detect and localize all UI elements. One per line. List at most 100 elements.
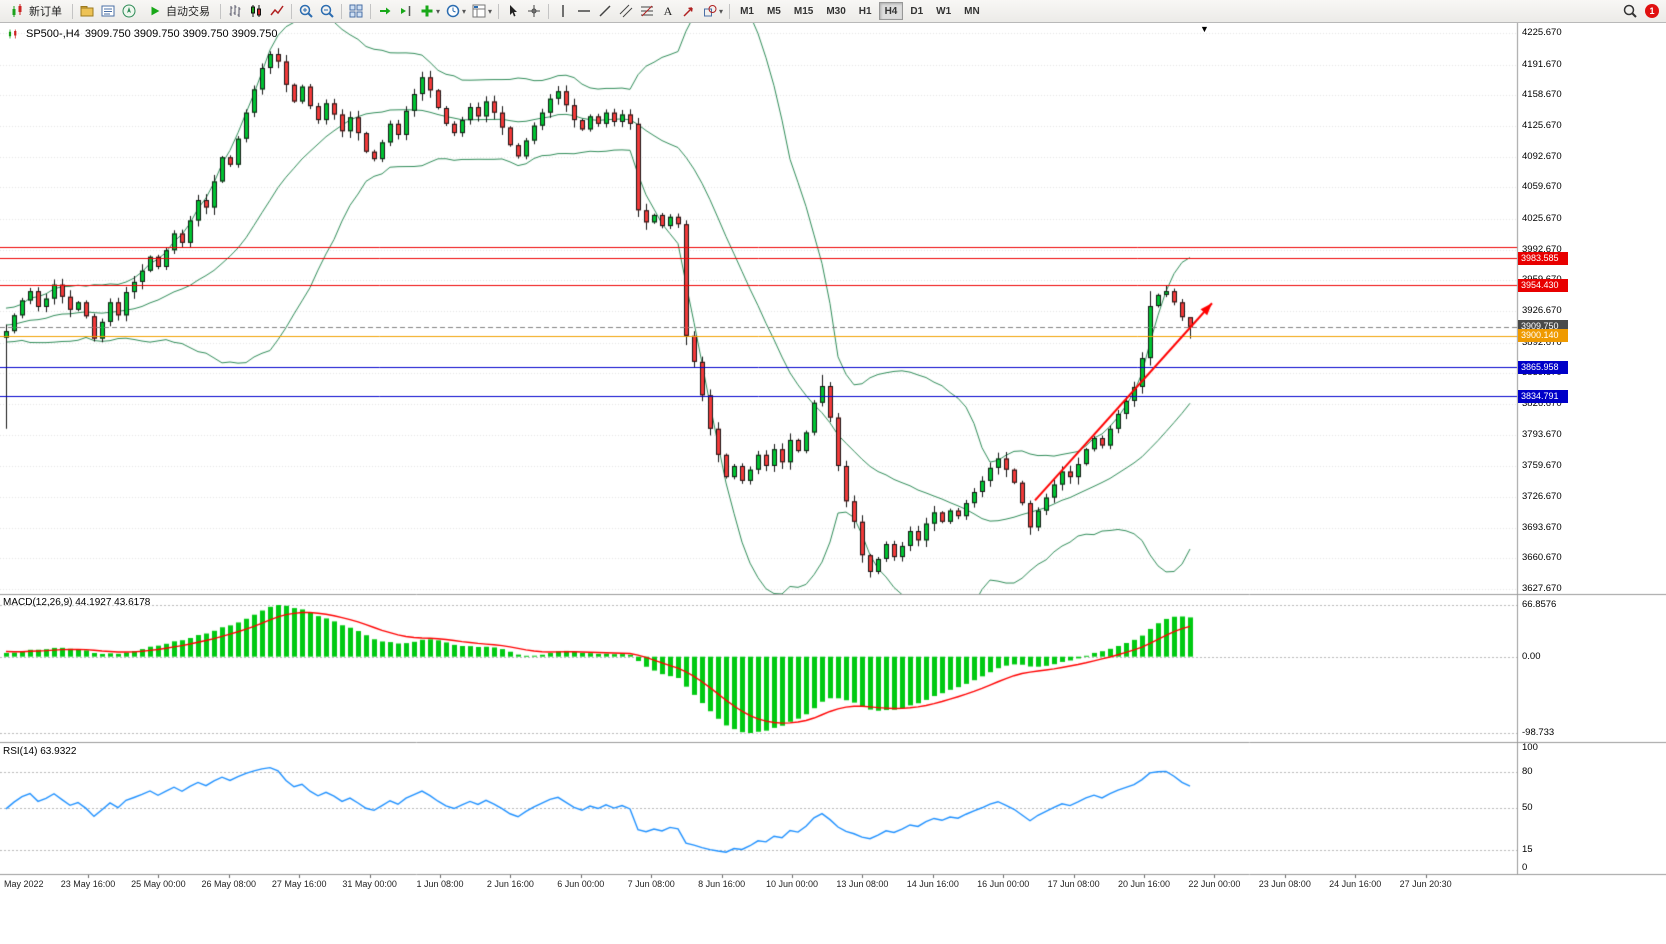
timeframe-m1[interactable]: M1	[734, 2, 760, 20]
fibonacci-icon[interactable]	[637, 2, 657, 21]
time-axis-label: 25 May 00:00	[131, 879, 186, 889]
time-axis-label: 31 May 00:00	[342, 879, 397, 889]
rsi-axis-tick: 50	[1522, 802, 1533, 813]
zoom-in-icon[interactable]	[296, 2, 316, 21]
arrow-tool-icon[interactable]	[679, 2, 699, 21]
toolbar-separator	[370, 3, 371, 19]
time-axis-label: 24 Jun 16:00	[1329, 879, 1382, 889]
time-axis-label: 10 Jun 00:00	[765, 879, 819, 889]
trendline-icon[interactable]	[595, 2, 615, 21]
autotrading-button[interactable]: 自动交易	[140, 2, 216, 21]
navigator-icon[interactable]	[119, 2, 139, 21]
search-icon[interactable]	[1620, 2, 1640, 21]
dropdown-arrow-icon[interactable]: ▾	[488, 6, 493, 16]
chart-shift-icon[interactable]	[396, 2, 416, 21]
price-line-badge[interactable]: 3983.585	[1518, 251, 1568, 265]
time-axis-label: 16 Jun 00:00	[977, 879, 1030, 889]
toolbar-separator	[72, 3, 73, 19]
price-axis-tick: 4025.670	[1522, 212, 1562, 224]
timeframe-m15[interactable]: M15	[788, 2, 819, 20]
price-line-badge[interactable]: 3865.958	[1518, 360, 1568, 374]
autotrading-button-label: 自动交易	[166, 6, 210, 18]
zoom-out-icon[interactable]	[317, 2, 337, 21]
macd-axis-tick: 0.00	[1522, 650, 1541, 662]
time-axis-label: 17 Jun 08:00	[1047, 879, 1100, 889]
horizontal-line-icon[interactable]	[574, 2, 594, 21]
crosshair-icon[interactable]	[524, 2, 544, 21]
text-icon[interactable]: A	[658, 2, 678, 21]
notification-badge[interactable]: 1	[1645, 4, 1659, 18]
vertical-line-icon[interactable]	[553, 2, 573, 21]
price-axis-tick: 4092.670	[1522, 150, 1562, 162]
time-axis-label: 22 Jun 00:00	[1188, 879, 1241, 889]
price-axis-tick: 3627.670	[1522, 583, 1562, 594]
price-line-badge[interactable]: 3834.791	[1518, 389, 1568, 403]
market-watch-icon[interactable]	[98, 2, 118, 21]
time-axis-label: 2 Jun 16:00	[486, 879, 534, 889]
shapes-icon[interactable]: ▾	[700, 2, 725, 21]
channel-icon[interactable]	[616, 2, 636, 21]
price-axis-tick: 4225.670	[1522, 27, 1562, 38]
timeframe-w1[interactable]: W1	[930, 2, 957, 20]
time-axis-label: May 2022	[4, 879, 44, 889]
chart-title-icon	[4, 26, 21, 42]
new-order-icon	[9, 3, 26, 19]
toolbar-separator	[220, 3, 221, 19]
indicators-icon[interactable]: ▾	[417, 2, 442, 21]
time-axis-label: 6 Jun 00:00	[557, 879, 605, 889]
macd-axis-tick: -98.733	[1522, 727, 1555, 738]
price-axis-tick: 3826.670	[1522, 397, 1562, 409]
timeframe-mn[interactable]: MN	[958, 2, 986, 20]
toolbar-separator	[341, 3, 342, 19]
timeframe-d1[interactable]: D1	[904, 2, 929, 20]
svg-text:A: A	[664, 4, 673, 18]
toolbar-separator	[729, 3, 731, 19]
price-line-badge[interactable]: 3954.430	[1518, 278, 1568, 292]
periods-icon[interactable]: ▾	[443, 2, 468, 21]
line-chart-icon[interactable]	[267, 2, 287, 21]
rsi-indicator-label: RSI(14) 63.9322	[3, 746, 77, 757]
price-axis-tick: 4125.670	[1522, 119, 1562, 131]
price-line-badge[interactable]: 3900.140	[1518, 329, 1568, 343]
timeframe-h1[interactable]: H1	[853, 2, 878, 20]
play-icon	[146, 3, 163, 19]
templates-icon[interactable]: ▾	[469, 2, 494, 21]
price-axis-tick: 3926.670	[1522, 305, 1562, 316]
time-axis-label: 13 Jun 08:00	[836, 879, 889, 889]
profiles-icon[interactable]	[77, 2, 97, 21]
toolbar-separator	[498, 3, 500, 19]
time-axis-label: 27 May 16:00	[271, 879, 327, 889]
time-axis-label: 27 Jun 20:30	[1399, 879, 1452, 889]
time-axis-label: 23 Jun 08:00	[1258, 879, 1311, 889]
time-axis-label: 7 Jun 08:00	[627, 879, 675, 889]
timeframe-m5[interactable]: M5	[761, 2, 787, 20]
rsi-axis-tick: 15	[1522, 844, 1533, 855]
auto-scroll-icon[interactable]	[375, 2, 395, 21]
price-axis-tick: 4191.670	[1522, 58, 1562, 70]
price-axis-tick: 3726.670	[1522, 490, 1562, 502]
price-axis-tick: 3693.670	[1522, 521, 1562, 533]
dropdown-arrow-icon[interactable]: ▾	[436, 6, 441, 16]
price-axis-tick: 3793.670	[1522, 428, 1562, 440]
price-axis-tick: 3759.670	[1522, 460, 1562, 472]
new-order-button[interactable]: 新订单	[3, 2, 68, 21]
candlestick-chart-icon[interactable]	[246, 2, 266, 21]
price-axis-tick: 4158.670	[1522, 89, 1562, 101]
price-axis-tick: 4059.670	[1522, 181, 1562, 193]
timeframe-m30[interactable]: M30	[820, 2, 851, 20]
rsi-axis-tick: 100	[1522, 742, 1538, 753]
dropdown-arrow-icon[interactable]: ▾	[719, 6, 724, 16]
timeframe-h4[interactable]: H4	[878, 2, 904, 20]
dropdown-arrow-icon[interactable]: ▾	[462, 6, 467, 16]
tile-windows-icon[interactable]	[346, 2, 366, 21]
scroll-to-end-marker[interactable]: ▼	[1200, 24, 1209, 34]
time-axis-label: 1 Jun 08:00	[416, 879, 464, 889]
macd-axis-tick: 66.8576	[1522, 599, 1557, 610]
toolbar-separator	[291, 3, 292, 19]
toolbar-separator	[548, 3, 550, 19]
macd-indicator-label: MACD(12,26,9) 44.1927 43.6178	[3, 597, 151, 608]
bar-chart-icon[interactable]	[225, 2, 245, 21]
cursor-icon[interactable]	[503, 2, 523, 21]
chart-canvas[interactable]	[0, 23, 1666, 944]
